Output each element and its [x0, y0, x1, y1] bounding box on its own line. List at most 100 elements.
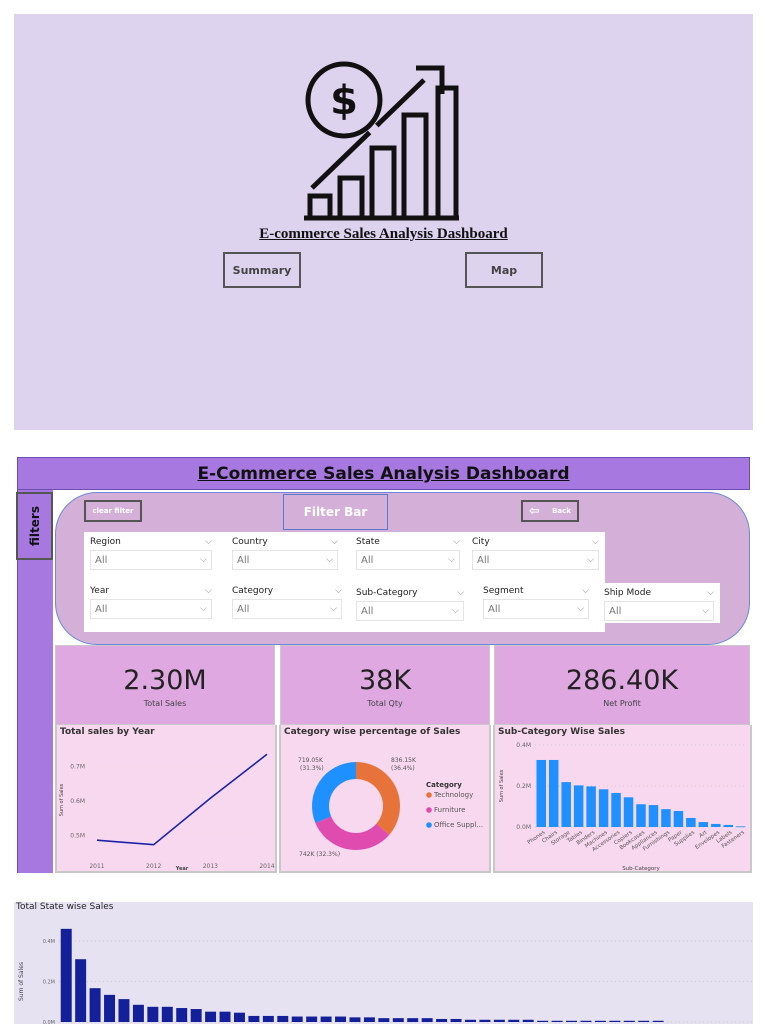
- legend-item: Technology: [433, 791, 473, 799]
- filters-button[interactable]: filters: [16, 492, 53, 560]
- bar: [648, 805, 659, 827]
- slicer-dropdown[interactable]: All ⌵: [90, 550, 212, 570]
- x-tick-label: 2011: [89, 863, 104, 870]
- chevron-down-icon[interactable]: ⌵: [582, 586, 589, 596]
- donut-slice-officesuppl: [312, 762, 356, 823]
- chevron-down-icon[interactable]: ⌵: [205, 537, 212, 547]
- slicer-dropdown[interactable]: All ⌵: [472, 550, 599, 570]
- slicer-dropdown[interactable]: All ⌵: [604, 601, 714, 621]
- slicer-city[interactable]: City ⌵ All ⌵: [466, 532, 605, 572]
- slicer-value: All: [237, 603, 250, 615]
- bar: [636, 804, 646, 827]
- subcategory-chart-panel: Sub-Category Wise Sales 0.0M 0.2M 0.4M Phon…: [493, 725, 752, 873]
- slicer-dropdown[interactable]: All ⌵: [356, 601, 464, 621]
- bar: [306, 1016, 318, 1022]
- bar: [652, 1020, 664, 1022]
- bar: [436, 1018, 448, 1022]
- bar: [320, 1016, 332, 1022]
- chevron-down-icon[interactable]: ⌵: [335, 586, 342, 596]
- bar: [609, 1020, 621, 1022]
- bar: [147, 1006, 159, 1022]
- data-label: 719.05K: [298, 757, 324, 764]
- subcategory-bar-chart: 0.0M0.2M0.4MPhonesChairsStorageTablesBin…: [499, 742, 747, 872]
- chevron-down-icon[interactable]: ⌵: [205, 586, 212, 596]
- legend-title: Category: [426, 781, 462, 789]
- legend-marker: [426, 807, 432, 813]
- chevron-down-icon[interactable]: ⌵: [592, 537, 599, 547]
- clear-filter-button[interactable]: clear filter: [84, 500, 142, 522]
- legend-item: Office Suppl...: [434, 821, 483, 829]
- slicer-value: All: [361, 605, 374, 617]
- y-tick-label: 0.0M: [516, 824, 531, 831]
- bar: [598, 789, 609, 827]
- bar: [548, 759, 559, 827]
- bar: [89, 988, 101, 1022]
- slicer-label: Country ⌵: [232, 534, 338, 550]
- y-axis-label: Sum of Sales: [18, 962, 25, 1001]
- chevron-down-icon: ⌵: [587, 555, 594, 565]
- sales-growth-icon: $: [304, 61, 459, 221]
- bar: [205, 1011, 217, 1022]
- chevron-down-icon[interactable]: ⌵: [453, 537, 460, 547]
- slicer-state[interactable]: State ⌵ All ⌵: [350, 532, 466, 572]
- slicer-region[interactable]: Region ⌵ All ⌵: [84, 532, 218, 572]
- bar: [479, 1019, 491, 1022]
- slicer-label: Sub-Category ⌵: [356, 585, 464, 601]
- slicer-year[interactable]: Year ⌵ All ⌵: [84, 581, 218, 621]
- slicer-label: Ship Mode ⌵: [604, 585, 714, 601]
- slicer-title: State: [356, 537, 380, 547]
- slicer-label: Category ⌵: [232, 583, 342, 599]
- slicer-sub-category[interactable]: Sub-Category ⌵ All ⌵: [350, 583, 470, 623]
- slicer-title: Ship Mode: [604, 588, 652, 598]
- bar: [611, 792, 621, 827]
- bar: [190, 1009, 202, 1022]
- donut-chart-panel: Category wise percentage of Sales 836.15…: [279, 725, 491, 873]
- slicer-title: City: [472, 537, 490, 547]
- chevron-down-icon[interactable]: ⌵: [457, 588, 464, 598]
- bar: [349, 1017, 361, 1022]
- bar: [623, 797, 634, 827]
- data-label: 836.15K: [391, 757, 417, 764]
- bar: [638, 1020, 650, 1022]
- bar: [392, 1018, 404, 1022]
- bar: [522, 1019, 534, 1022]
- kpi-total-qty: 38K Total Qty: [280, 645, 490, 725]
- slicer-ship-mode[interactable]: Ship Mode ⌵ All ⌵: [598, 583, 720, 623]
- slicer-segment[interactable]: Segment ⌵ All ⌵: [477, 581, 595, 621]
- bar: [161, 1006, 173, 1022]
- kpi-net-profit: 286.40K Net Profit: [494, 645, 750, 725]
- chevron-down-icon: ⌵: [326, 555, 333, 565]
- slicer-value: All: [361, 554, 374, 566]
- map-button[interactable]: Map: [465, 252, 543, 288]
- back-button[interactable]: ⇦ Back: [521, 500, 579, 522]
- slicer-country[interactable]: Country ⌵ All ⌵: [226, 532, 344, 572]
- slicer-dropdown[interactable]: All ⌵: [232, 599, 342, 619]
- summary-button[interactable]: Summary: [223, 252, 301, 288]
- kpi-total-sales: 2.30M Total Sales: [55, 645, 275, 725]
- bar: [118, 999, 130, 1022]
- chevron-down-icon[interactable]: ⌵: [331, 537, 338, 547]
- slicer-dropdown[interactable]: All ⌵: [483, 599, 589, 619]
- chart-title: Sub-Category Wise Sales: [498, 727, 625, 737]
- slicer-category[interactable]: Category ⌵ All ⌵: [226, 581, 348, 621]
- y-tick-label: 0.2M: [43, 980, 55, 986]
- slicer-title: Sub-Category: [356, 588, 418, 598]
- bar: [335, 1016, 347, 1022]
- line-chart: 0.5M 0.6M 0.7M 2011 2012 2013 2014 Year Sum of S…: [59, 753, 275, 872]
- y-tick-label: 0.6M: [70, 798, 85, 805]
- slicer-value: All: [95, 603, 108, 615]
- slicer-value: All: [95, 554, 108, 566]
- kpi-label: Total Sales: [143, 699, 187, 708]
- slicer-dropdown[interactable]: All ⌵: [356, 550, 460, 570]
- slicer-title: Region: [90, 537, 121, 547]
- slicer-value: All: [237, 554, 250, 566]
- y-tick-label: 0.4M: [43, 939, 55, 945]
- slicer-dropdown[interactable]: All ⌵: [90, 599, 212, 619]
- slicer-dropdown[interactable]: All ⌵: [232, 550, 338, 570]
- bar: [623, 1020, 635, 1022]
- kpi-value: 38K: [358, 665, 412, 696]
- chart-title: Total sales by Year: [60, 727, 155, 737]
- legend-marker: [426, 822, 432, 828]
- bar: [248, 1015, 260, 1022]
- chevron-down-icon[interactable]: ⌵: [707, 588, 714, 598]
